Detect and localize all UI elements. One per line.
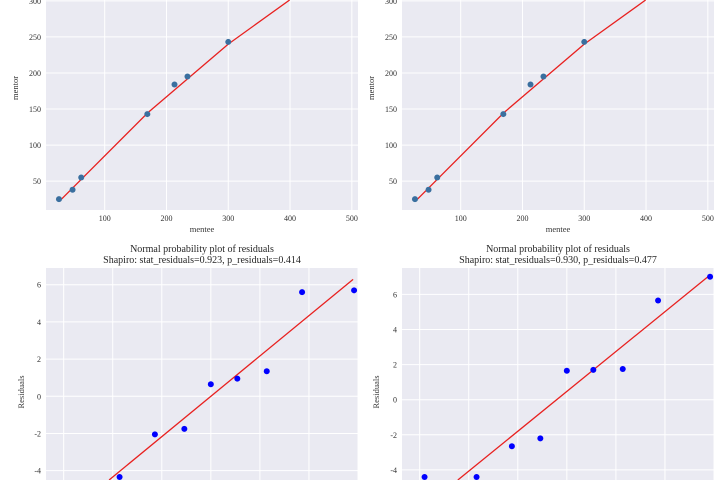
- x-tick-label: 100: [455, 214, 467, 223]
- x-axis-label: mentee: [546, 224, 571, 234]
- fit-line-segment: [457, 274, 711, 480]
- x-tick-label: 300: [578, 214, 590, 223]
- x-tick-label: 500: [346, 214, 358, 223]
- y-axis-label: Residuals: [16, 375, 26, 408]
- y-tick-label: 4: [37, 318, 41, 327]
- y-tick-label: -4: [34, 467, 41, 476]
- chart-subtitle: Shapiro: stat_residuals=0.923, p_residua…: [103, 255, 301, 266]
- fit-line: [108, 278, 354, 480]
- plot-area: [46, 268, 358, 480]
- y-axis-label: mentor: [10, 76, 20, 100]
- data-point: [590, 366, 597, 373]
- data-point: [184, 73, 191, 80]
- fit-line-segment: [416, 112, 505, 200]
- y-tick-label: 0: [37, 392, 41, 401]
- data-point: [563, 367, 570, 374]
- data-point: [434, 174, 441, 181]
- data-point: [581, 38, 588, 45]
- data-point: [655, 297, 662, 304]
- data-point: [619, 365, 626, 372]
- y-tick-label: 200: [385, 69, 397, 78]
- data-point: [234, 375, 241, 382]
- data-point: [299, 289, 306, 296]
- plot-area: [402, 268, 714, 480]
- subplot-1: 50 100 150 200 250 300 100 200 300 400 500 mentee me…: [10, 0, 358, 234]
- data-point: [151, 431, 158, 438]
- data-point: [78, 174, 85, 181]
- y-tick-label: 200: [29, 69, 41, 78]
- y-tick-label: 4: [393, 325, 397, 334]
- chart-subtitle: Shapiro: stat_residuals=0.930, p_residua…: [459, 255, 657, 266]
- data-point: [171, 81, 178, 88]
- y-tick-label: 50: [389, 177, 397, 186]
- data-point: [225, 38, 232, 45]
- data-point: [537, 435, 544, 442]
- y-tick-label: -2: [34, 429, 41, 438]
- y-tick-label: 250: [29, 33, 41, 42]
- y-tick-label: 100: [29, 141, 41, 150]
- fit-line-segment: [60, 112, 149, 200]
- data-point: [181, 425, 188, 432]
- plot-area: [402, 0, 714, 210]
- plot-area: [46, 0, 358, 210]
- x-tick-label: 500: [702, 214, 714, 223]
- data-point: [144, 111, 151, 118]
- y-tick-label: 6: [393, 290, 397, 299]
- y-tick-label: -4: [390, 466, 397, 475]
- y-tick-label: 0: [393, 396, 397, 405]
- y-axis-label: Residuals: [371, 375, 381, 408]
- x-tick-label: 400: [284, 214, 296, 223]
- subplot-2: 50 100 150 200 250 300 100 200 300 400 500 mentee me…: [366, 0, 714, 234]
- data-point: [207, 381, 214, 388]
- y-tick-label: 2: [393, 361, 397, 370]
- y-tick-label: 6: [37, 281, 41, 290]
- fit-line: [457, 274, 711, 480]
- data-point: [411, 196, 418, 203]
- y-tick-label: 250: [385, 33, 397, 42]
- data-point: [425, 186, 432, 193]
- data-point: [116, 474, 123, 480]
- y-tick-label: 150: [29, 105, 41, 114]
- data-point: [540, 73, 547, 80]
- fit-line-segment: [227, 0, 291, 45]
- data-point: [263, 368, 270, 375]
- fit-line-segment: [108, 278, 354, 480]
- y-tick-label: 300: [29, 0, 41, 6]
- fit-line-segment: [583, 0, 647, 45]
- data-point: [421, 474, 428, 480]
- subplot-4: -4 -2 0 2 4 6 Residuals Normal probability plot…: [371, 244, 715, 480]
- subplot-3: -4 -2 0 2 4 6 Residuals Normal probability plot…: [16, 244, 359, 480]
- x-tick-label: 200: [160, 214, 172, 223]
- y-tick-label: 50: [33, 177, 41, 186]
- y-tick-label: 300: [385, 0, 397, 6]
- y-tick-label: 2: [37, 355, 41, 364]
- data-point: [527, 81, 534, 88]
- data-point: [55, 196, 62, 203]
- y-tick-label: 150: [385, 105, 397, 114]
- x-tick-label: 400: [640, 214, 652, 223]
- data-point: [69, 186, 76, 193]
- x-tick-label: 300: [222, 214, 234, 223]
- x-tick-label: 100: [99, 214, 111, 223]
- data-point: [473, 474, 480, 480]
- data-point: [351, 287, 358, 294]
- data-point: [500, 111, 507, 118]
- y-tick-label: 100: [385, 141, 397, 150]
- x-axis-label: mentee: [190, 224, 215, 234]
- x-tick-label: 200: [516, 214, 528, 223]
- chart-title: Normal probability plot of residuals: [130, 244, 274, 255]
- data-point: [707, 273, 714, 280]
- y-axis-label: mentor: [366, 76, 376, 100]
- y-tick-label: -2: [390, 431, 397, 440]
- chart-title: Normal probability plot of residuals: [486, 244, 630, 255]
- data-point: [508, 443, 515, 450]
